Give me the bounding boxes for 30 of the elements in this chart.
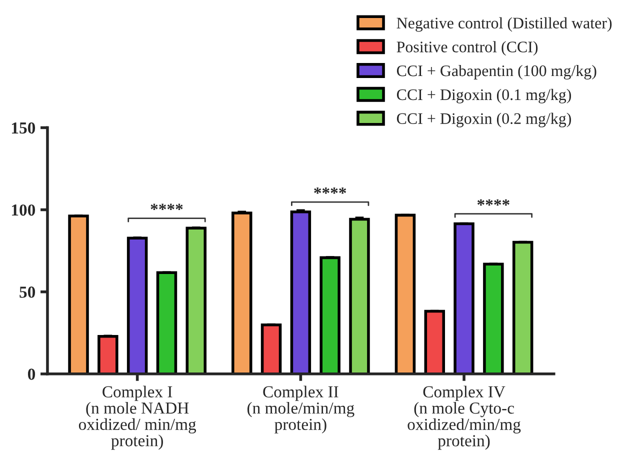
bar: [231, 212, 252, 374]
legend-label: Negative control (Distilled water): [396, 17, 612, 32]
bar: [454, 222, 474, 374]
x-tick-label: Complex II (n mole/min/mg protein): [247, 386, 354, 434]
bar: [260, 323, 282, 374]
legend-label: Positive control (CCI): [396, 41, 538, 56]
x-tick-label: Complex I (n mole NADH oxidized/ min/mg protein): [78, 386, 196, 450]
bar: [512, 240, 534, 374]
legend-label: CCI + Digoxin (0.2 mg/kg): [396, 112, 571, 128]
bar: [126, 236, 148, 374]
bar: [349, 218, 370, 374]
bar: [483, 262, 504, 374]
y-tick-label: 100: [12, 204, 36, 216]
bar: [290, 210, 312, 374]
bar: [186, 226, 206, 374]
y-tick-label: 50: [20, 286, 36, 298]
legend-label: CCI + Digoxin (0.1 mg/kg): [396, 88, 571, 104]
bar: [98, 334, 118, 374]
x-tick-label: Complex IV (n mole Cyto-c oxidized/min/mg protein): [408, 386, 521, 450]
y-tick-label: 150: [12, 122, 36, 134]
annotation: ****: [477, 199, 510, 206]
bar: [394, 214, 416, 374]
bar: [68, 214, 89, 374]
bar: [424, 310, 445, 374]
bar: [320, 256, 340, 374]
legend-label: CCI + Gabapentin (100 mg/kg): [396, 64, 596, 80]
annotation: ****: [314, 188, 346, 194]
y-tick-label: 0: [28, 368, 36, 380]
bar: [156, 271, 178, 374]
annotation: ****: [150, 204, 183, 210]
